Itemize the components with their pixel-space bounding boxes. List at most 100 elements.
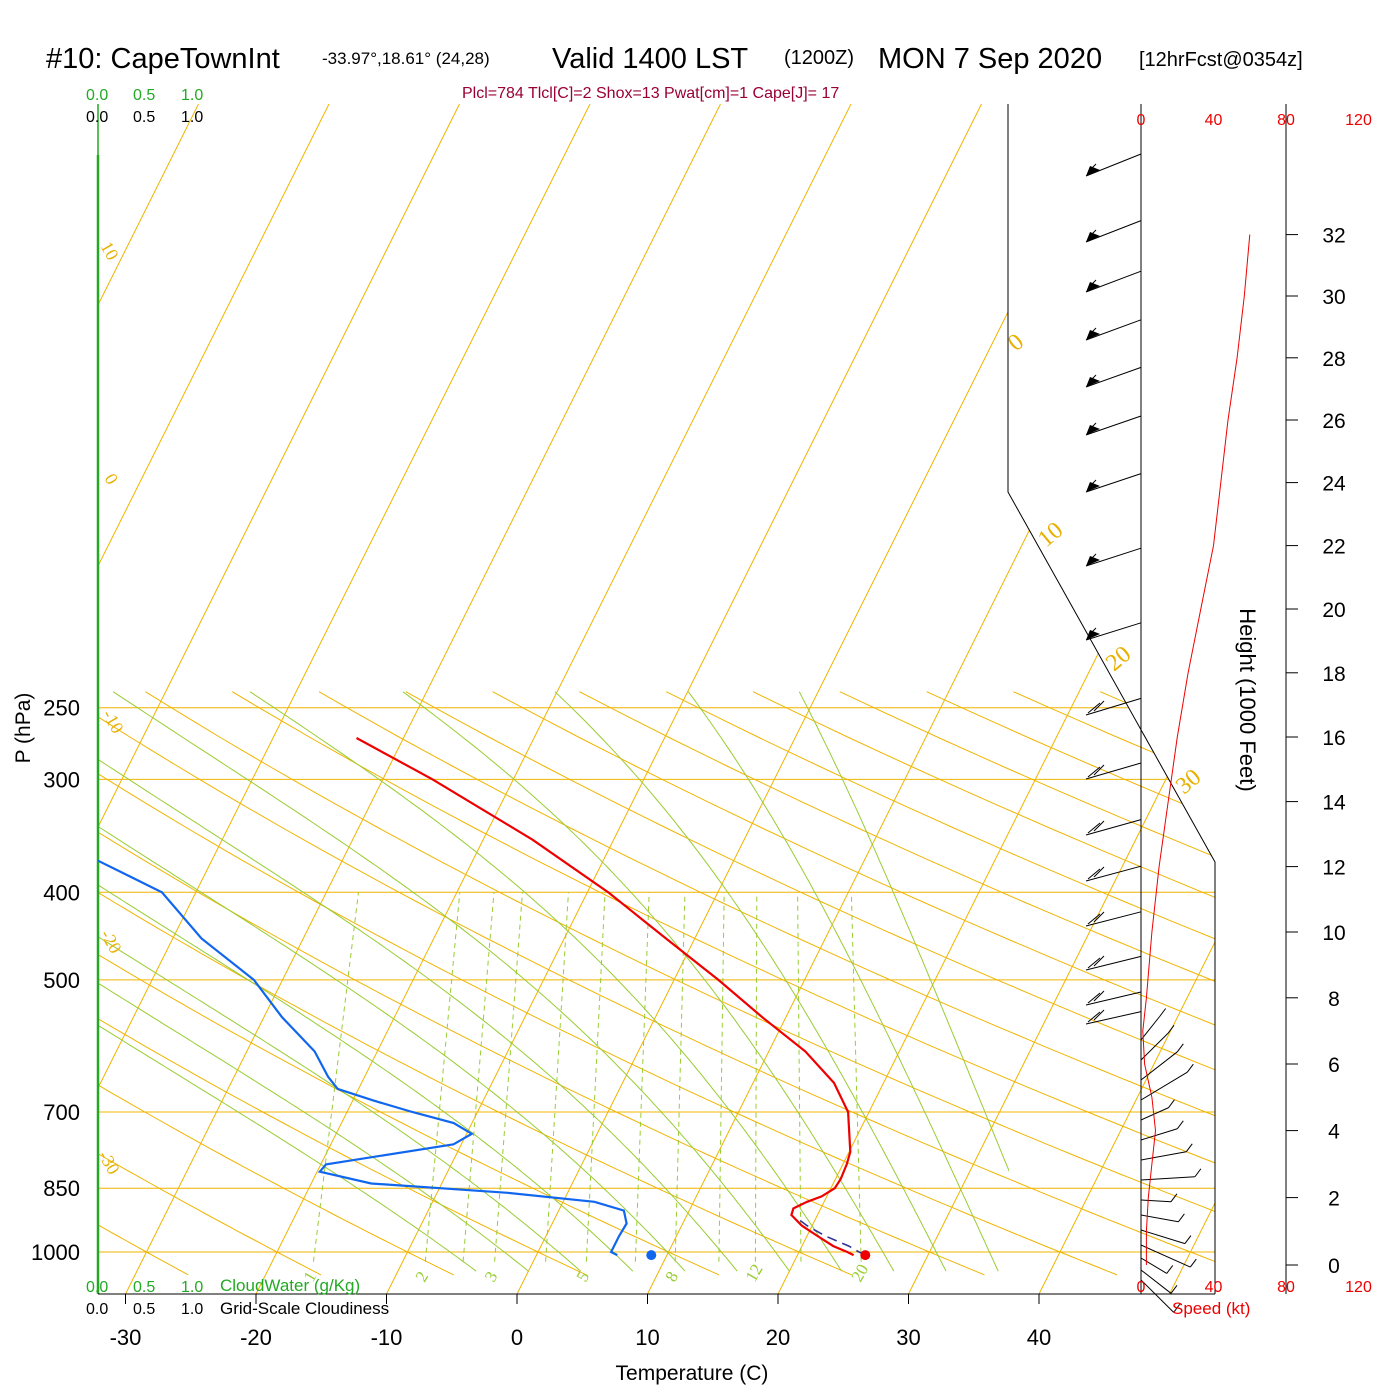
barb-staff bbox=[1140, 1128, 1178, 1141]
dry-adiabat--20 bbox=[98, 691, 322, 1276]
isobar-lines bbox=[98, 707, 1215, 1253]
barb-feather bbox=[1087, 822, 1101, 834]
isotherm--70 bbox=[98, 104, 199, 1294]
barb-staff bbox=[1140, 1257, 1167, 1274]
dry-adiabat-110 bbox=[579, 691, 1215, 1276]
barb-flag bbox=[1086, 166, 1100, 176]
title-zulu: (1200Z) bbox=[784, 47, 854, 69]
mixing-ratio-2 bbox=[424, 892, 461, 1262]
barb-feather bbox=[1093, 955, 1105, 967]
cl-bot-tick-1: 0.5 bbox=[133, 1301, 155, 1318]
speed-tick-bottom: 120 bbox=[1345, 1279, 1372, 1296]
wind-barb-low bbox=[1140, 1008, 1167, 1041]
x-tick-label: -30 bbox=[110, 1325, 142, 1350]
surface-temperature-dot bbox=[860, 1250, 871, 1261]
title-valid: Valid 1400 LST bbox=[552, 43, 748, 75]
dry-adiabat-20 bbox=[98, 691, 852, 1276]
barb-staff bbox=[1085, 220, 1142, 243]
barb-feather bbox=[1093, 820, 1105, 832]
wind-barb-low bbox=[1140, 1024, 1175, 1061]
x-tick-label: 20 bbox=[766, 1325, 790, 1350]
wind-barb bbox=[1085, 153, 1142, 177]
mixing-ratio-1 bbox=[312, 892, 359, 1262]
barb-feather bbox=[1166, 1265, 1174, 1274]
barb-staff bbox=[1140, 1151, 1187, 1161]
wind-barb-low bbox=[1140, 1229, 1192, 1245]
wind-barb bbox=[1085, 270, 1142, 293]
title-date: MON 7 Sep 2020 bbox=[878, 43, 1102, 75]
mixing-ratio-lines bbox=[312, 892, 862, 1262]
height-tick-label: 8 bbox=[1328, 988, 1340, 1011]
barb-flag bbox=[1086, 425, 1100, 435]
barb-staff bbox=[1085, 270, 1142, 293]
dry-adiabat--10 bbox=[98, 691, 454, 1276]
wind-barb-low bbox=[1140, 1063, 1194, 1101]
x-tick-label: 40 bbox=[1027, 1325, 1051, 1350]
x-tick-label: -20 bbox=[240, 1325, 272, 1350]
wind-barb bbox=[1085, 762, 1142, 780]
barb-staff bbox=[1085, 762, 1142, 780]
moist-adiabat-40 bbox=[798, 691, 1009, 1173]
sounding-traces bbox=[98, 737, 871, 1261]
dry-adiabat-10 bbox=[98, 691, 720, 1276]
title-coords: -33.97°,18.61° (24,28) bbox=[322, 49, 490, 68]
barb-flag bbox=[1086, 482, 1100, 492]
barb-flag bbox=[1086, 282, 1100, 292]
moist-adiabat-lines bbox=[98, 691, 1009, 1272]
cw-bot-tick-0: 0.0 bbox=[86, 1279, 108, 1296]
barb-feather bbox=[1087, 766, 1101, 778]
mixing-ratio-label: 20 bbox=[847, 1261, 872, 1285]
barb-staff bbox=[1085, 955, 1142, 971]
mixing-ratio-label: 5 bbox=[573, 1268, 594, 1285]
mixing-ratio-2.5 bbox=[462, 892, 495, 1262]
barb-feather bbox=[1167, 1024, 1175, 1034]
surface-dewpoint-dot bbox=[646, 1250, 657, 1261]
barb-feather bbox=[1089, 627, 1097, 635]
wind-barb bbox=[1085, 697, 1142, 716]
cl-top-tick-2: 1.0 bbox=[181, 109, 203, 126]
barb-feather bbox=[1089, 327, 1097, 335]
height-tick-label: 4 bbox=[1328, 1121, 1340, 1144]
speed-tick-top: 0 bbox=[1137, 112, 1146, 129]
cl-top-tick-1: 0.5 bbox=[133, 109, 155, 126]
barb-feather bbox=[1089, 229, 1097, 237]
height-tick-label: 12 bbox=[1322, 857, 1345, 880]
barb-feather bbox=[1089, 374, 1097, 382]
parcel-line bbox=[795, 1216, 866, 1256]
pressure-label: 700 bbox=[43, 1100, 80, 1125]
wind-barbs bbox=[1085, 153, 1202, 1313]
dry-adiabat-50 bbox=[98, 691, 1215, 1276]
wind-barb bbox=[1085, 366, 1142, 388]
pressure-axis: 250 300 400 500 700 850 1000 bbox=[31, 696, 80, 1265]
barb-staff bbox=[1140, 1176, 1195, 1181]
mixing-ratio-label: 2 bbox=[412, 1268, 433, 1285]
cloudwater-scale-top: 0.0 0.5 1.0 0.0 0.5 1.0 bbox=[86, 87, 203, 126]
height-tick-label: 2 bbox=[1328, 1188, 1340, 1211]
barb-staff bbox=[1140, 1199, 1171, 1203]
barb-feather bbox=[1089, 553, 1097, 561]
wind-barb bbox=[1085, 547, 1142, 567]
x-axis-title: Temperature (C) bbox=[616, 1362, 769, 1385]
wind-barb bbox=[1085, 1009, 1142, 1025]
cloudwater-label: CloudWater (g/Kg) bbox=[220, 1276, 360, 1295]
wind-speed-line bbox=[1142, 234, 1251, 1265]
temperature-axis: -30 -20 -10 0 10 20 30 40 bbox=[110, 1294, 1051, 1350]
mixing-ratio-5 bbox=[585, 892, 606, 1262]
barb-staff bbox=[1085, 865, 1142, 882]
barb-feather bbox=[1186, 1063, 1194, 1073]
wind-barb bbox=[1085, 911, 1142, 927]
x-tick-label: 10 bbox=[635, 1325, 659, 1350]
barb-feather bbox=[1087, 992, 1101, 1004]
cloudiness-label: Grid-Scale Cloudiness bbox=[220, 1299, 389, 1318]
barb-feather bbox=[1089, 422, 1097, 430]
barb-feather bbox=[1087, 913, 1101, 925]
pressure-label: 1000 bbox=[31, 1240, 80, 1265]
speed-tick-top: 120 bbox=[1345, 112, 1372, 129]
mixing-ratio-label: 12 bbox=[742, 1261, 767, 1285]
isotherm-20 bbox=[777, 104, 1215, 1294]
barb-staff bbox=[1085, 153, 1142, 177]
barb-staff bbox=[1140, 1016, 1161, 1041]
wind-barb-low bbox=[1140, 1257, 1174, 1274]
isotherm--40 bbox=[98, 104, 591, 1294]
